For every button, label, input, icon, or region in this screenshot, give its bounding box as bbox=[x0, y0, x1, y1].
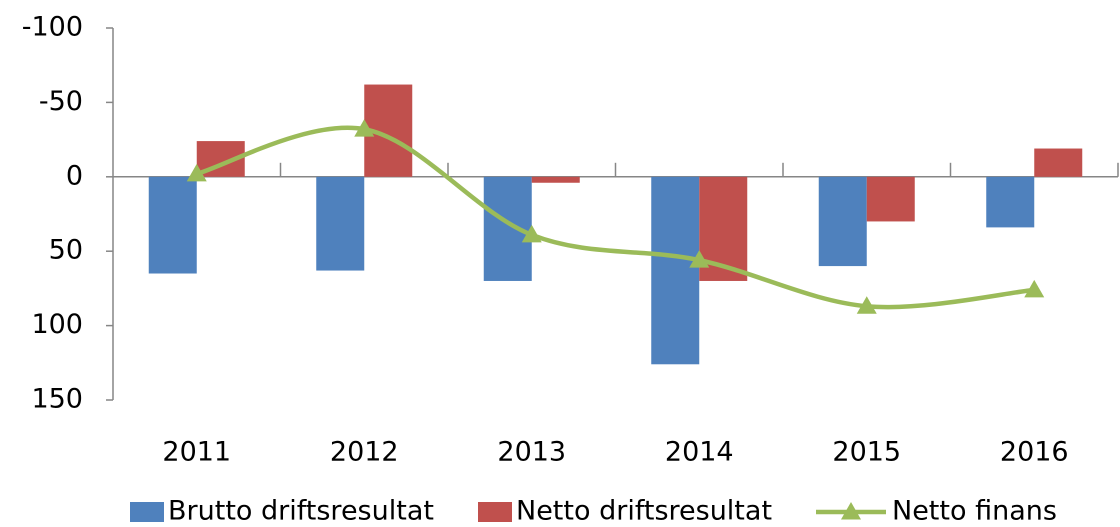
bar bbox=[818, 176, 867, 267]
x-tick-label: 2014 bbox=[665, 437, 734, 468]
legend-swatch bbox=[130, 502, 164, 522]
y-tick-label: 100 bbox=[31, 309, 83, 340]
bar bbox=[866, 176, 915, 222]
legend-swatch bbox=[478, 502, 512, 522]
legend-label: Netto finans bbox=[892, 496, 1057, 527]
line-marker bbox=[186, 163, 207, 182]
line-marker bbox=[689, 250, 710, 268]
bar bbox=[148, 176, 197, 274]
bar bbox=[986, 176, 1035, 228]
line-marker bbox=[521, 224, 542, 243]
y-tick-label: 50 bbox=[49, 235, 83, 266]
bar bbox=[483, 176, 532, 281]
x-tick-label: 2016 bbox=[1000, 437, 1069, 468]
bar bbox=[1034, 148, 1083, 177]
line-marker bbox=[856, 296, 877, 314]
y-tick-label: 150 bbox=[31, 384, 83, 415]
legend-label: Netto driftsresultat bbox=[516, 496, 772, 527]
x-tick-label: 2012 bbox=[330, 437, 399, 468]
legend-swatch bbox=[841, 502, 861, 520]
legend-label: Brutto driftsresultat bbox=[168, 496, 434, 527]
x-tick-label: 2013 bbox=[497, 437, 566, 468]
y-tick-label: -50 bbox=[39, 86, 83, 117]
line-marker bbox=[1024, 279, 1045, 298]
x-tick-label: 2011 bbox=[162, 437, 231, 468]
line bbox=[196, 125, 1035, 310]
y-tick-label: -100 bbox=[22, 12, 83, 43]
y-tick-label: 0 bbox=[66, 160, 83, 191]
bar bbox=[316, 176, 365, 271]
bar bbox=[651, 176, 700, 365]
line-marker bbox=[354, 119, 375, 137]
bar bbox=[531, 176, 580, 183]
x-tick-label: 2015 bbox=[832, 437, 901, 468]
